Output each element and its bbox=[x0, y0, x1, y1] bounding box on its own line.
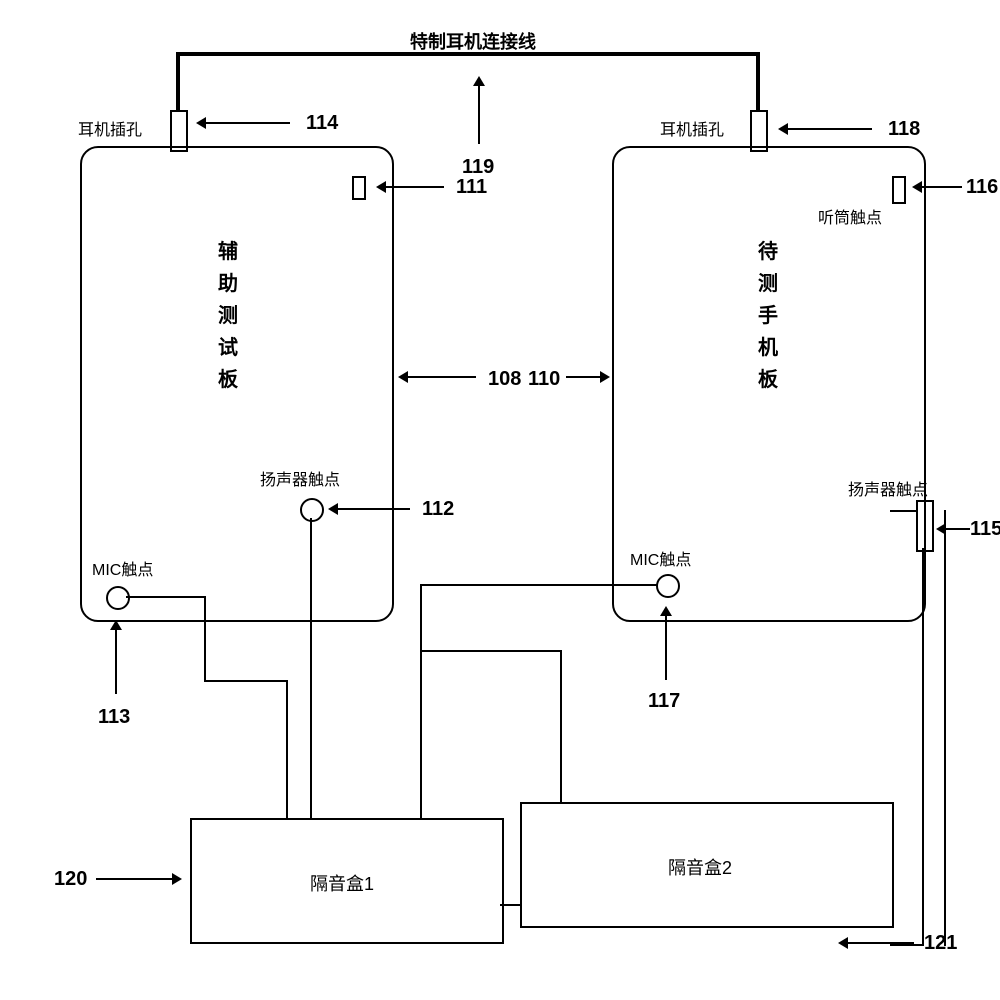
top-cable-label: 特制耳机连接线 bbox=[410, 28, 536, 54]
left-mic-circle bbox=[106, 586, 130, 610]
arrow-120 bbox=[96, 878, 174, 880]
w1-h2 bbox=[204, 680, 286, 682]
left-top-mark bbox=[352, 176, 366, 200]
w4-h1v bbox=[500, 904, 502, 906]
top-cable-vright bbox=[756, 52, 760, 112]
ref-115: 115 bbox=[970, 518, 1000, 541]
plug-right-label: 耳机插孔 bbox=[660, 116, 724, 140]
arrow-111 bbox=[384, 186, 444, 188]
ref-108: 108 bbox=[488, 368, 521, 391]
ref-111: 111 bbox=[456, 176, 487, 199]
w6-h1 bbox=[420, 650, 560, 652]
right-receiver-rect bbox=[892, 176, 906, 204]
ref-118: 118 bbox=[888, 118, 920, 141]
ref-117: 117 bbox=[648, 690, 680, 713]
right-speaker-rect bbox=[916, 500, 934, 552]
w6-v1 bbox=[560, 650, 562, 802]
w1-h1 bbox=[126, 596, 204, 598]
arrow-118 bbox=[786, 128, 872, 130]
top-cable-vleft bbox=[176, 52, 180, 112]
right-mic-circle bbox=[656, 574, 680, 598]
ref-114: 114 bbox=[306, 112, 338, 135]
w2-v1 bbox=[310, 518, 312, 818]
left-mic-label: MIC触点 bbox=[92, 556, 153, 580]
arrow-112 bbox=[336, 508, 410, 510]
w4-h1 bbox=[500, 904, 520, 906]
ref-112: 112 bbox=[422, 498, 454, 521]
w5-h1 bbox=[890, 944, 924, 946]
ref-121: 121 bbox=[924, 932, 957, 955]
left-board-title: 辅助测试板 bbox=[218, 236, 238, 396]
right-receiver-label: 听筒触点 bbox=[818, 204, 882, 228]
right-mic-label: MIC触点 bbox=[630, 546, 691, 570]
ref-113: 113 bbox=[98, 706, 130, 729]
arrow-119 bbox=[478, 84, 480, 144]
w5-v2 bbox=[944, 510, 946, 946]
arrow-114 bbox=[204, 122, 290, 124]
top-cable-hline bbox=[176, 52, 760, 56]
w3-v1 bbox=[420, 584, 422, 818]
ref-116: 116 bbox=[966, 176, 998, 199]
w1-v2 bbox=[286, 680, 288, 818]
left-speaker-label: 扬声器触点 bbox=[260, 466, 340, 490]
ref-110: 110 bbox=[528, 368, 560, 391]
arrow-108 bbox=[406, 376, 476, 378]
iso-box-1-label: 隔音盒1 bbox=[310, 870, 374, 896]
arrow-110 bbox=[566, 376, 602, 378]
arrow-113 bbox=[115, 628, 117, 694]
right-speaker-label: 扬声器触点 bbox=[848, 476, 928, 500]
ref-120: 120 bbox=[54, 868, 87, 891]
w3-h1 bbox=[420, 584, 658, 586]
w5-v1 bbox=[922, 548, 924, 946]
arrow-116 bbox=[920, 186, 962, 188]
w5-h2 bbox=[890, 510, 918, 512]
arrow-115 bbox=[944, 528, 970, 530]
left-speaker-circle bbox=[300, 498, 324, 522]
plug-left-label: 耳机插孔 bbox=[78, 116, 142, 140]
arrow-117 bbox=[665, 614, 667, 680]
w1-v1 bbox=[204, 596, 206, 680]
right-board-title: 待测手机板 bbox=[758, 236, 778, 396]
iso-box-2-label: 隔音盒2 bbox=[668, 854, 732, 880]
diagram-canvas: 特制耳机连接线 耳机插孔 114 耳机插孔 118 119 辅助测试板 111 … bbox=[0, 0, 1000, 1000]
